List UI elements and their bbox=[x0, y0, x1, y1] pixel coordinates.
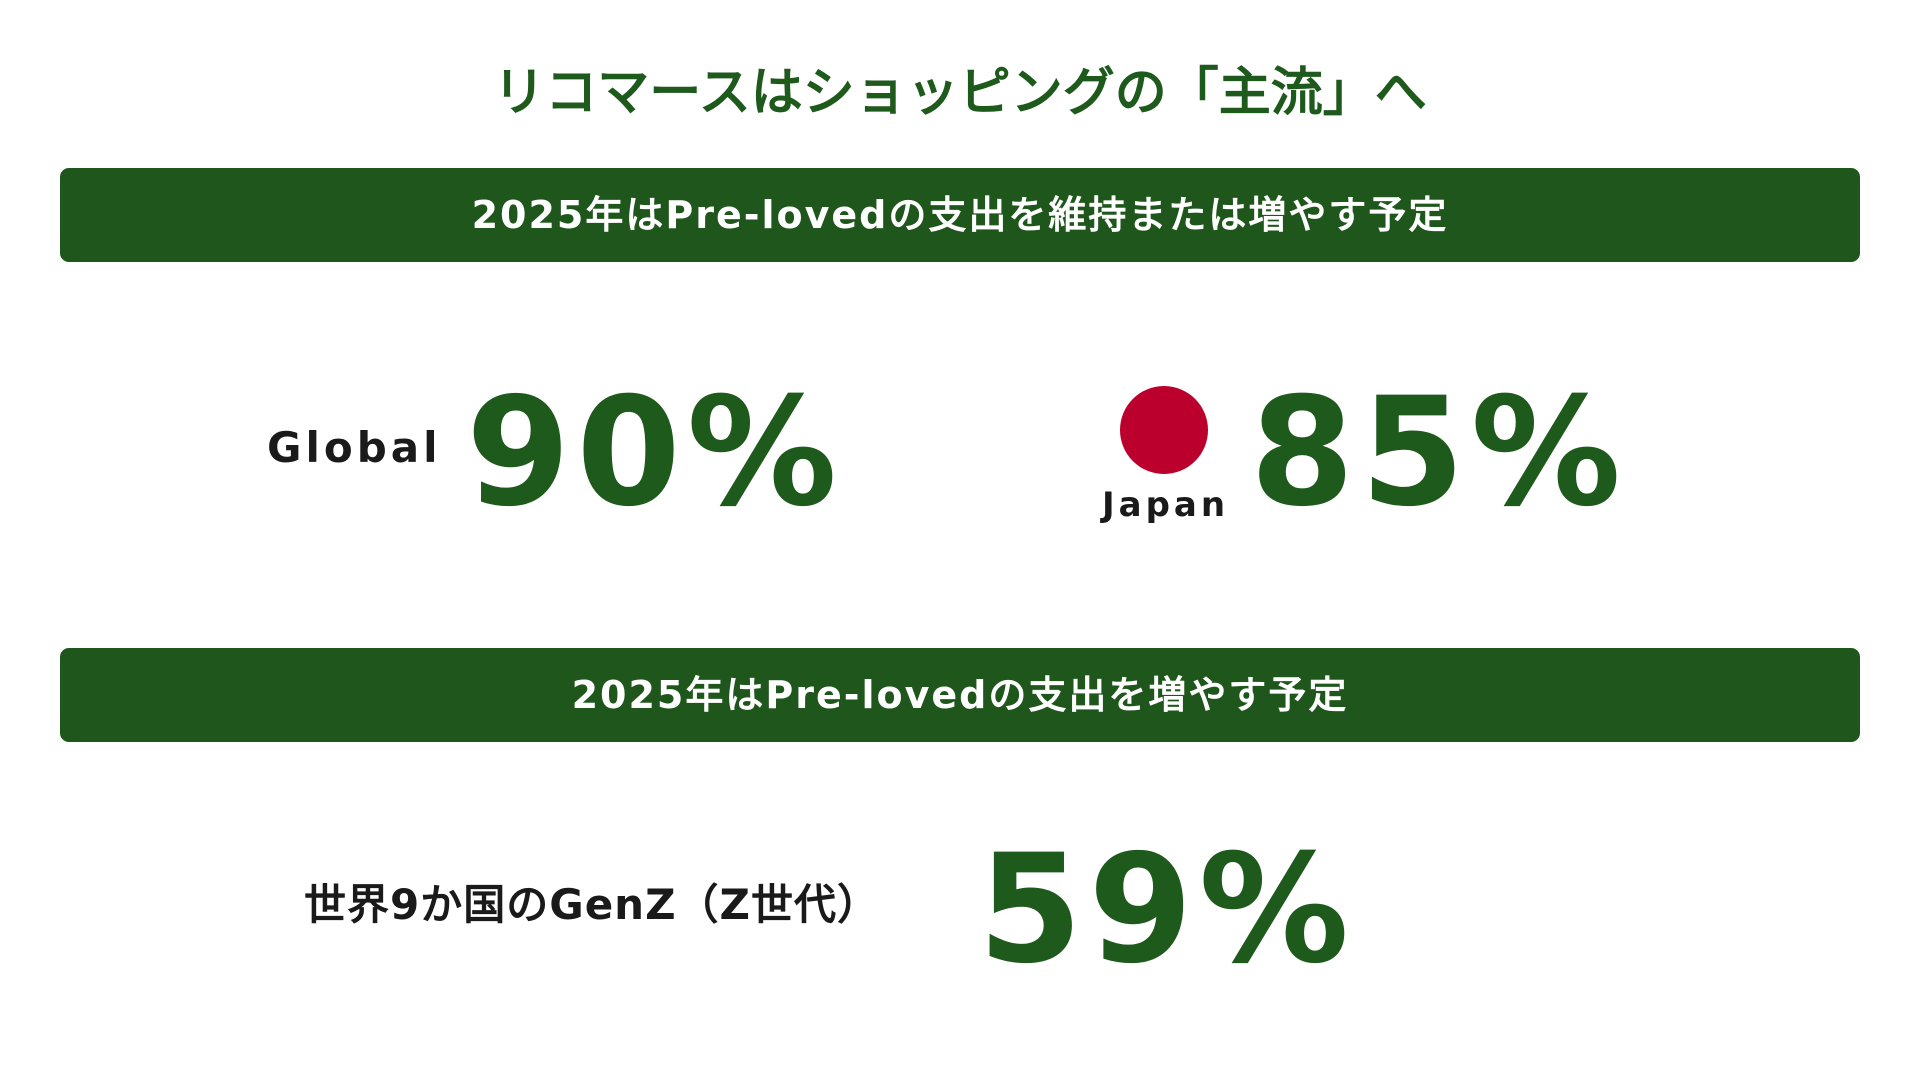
stat-value: 59% bbox=[978, 823, 1356, 997]
banner: 2025年はPre-lovedの支出を増やす予定 bbox=[60, 648, 1860, 742]
stat-value: 85% bbox=[1250, 366, 1628, 540]
title: リコマースはショッピングの「主流」へ bbox=[493, 63, 1427, 123]
banner: 2025年はPre-lovedの支出を維持または増やす予定 bbox=[60, 168, 1860, 262]
stat-label: Global bbox=[267, 423, 442, 472]
stat-value: 90% bbox=[466, 366, 844, 540]
stat-label: Japan bbox=[1102, 485, 1230, 525]
japan-flag bbox=[1120, 386, 1208, 474]
stat-label: 世界9か国のGenZ（Z世代） bbox=[304, 880, 880, 929]
